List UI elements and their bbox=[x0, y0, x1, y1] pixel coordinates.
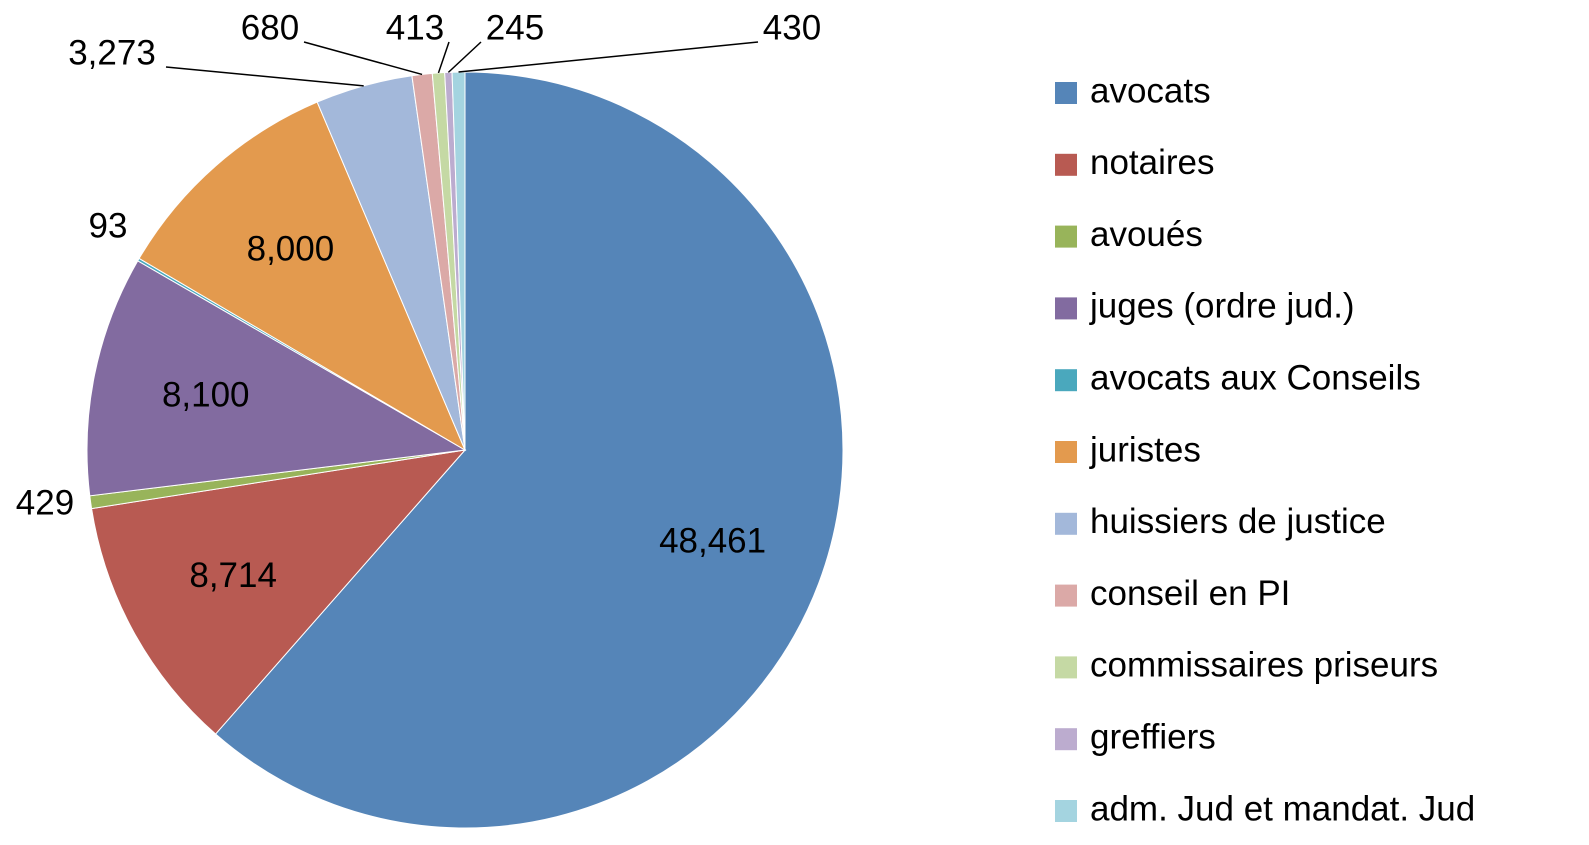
data-label: 680 bbox=[241, 8, 299, 47]
legend-label: huissiers de justice bbox=[1090, 502, 1386, 541]
legend-label: notaires bbox=[1090, 143, 1215, 182]
legend-label: greffiers bbox=[1090, 717, 1216, 756]
legend-swatch bbox=[1055, 225, 1077, 248]
legend-label: avocats aux Conseils bbox=[1090, 358, 1421, 397]
data-label: 245 bbox=[486, 8, 544, 47]
data-label: 8,100 bbox=[162, 375, 250, 414]
pie-slice bbox=[91, 449, 467, 735]
leader-line bbox=[458, 41, 759, 73]
legend-label: juristes bbox=[1089, 430, 1201, 469]
legend-swatch bbox=[1055, 82, 1077, 104]
data-label: 429 bbox=[16, 483, 74, 522]
legend-swatch bbox=[1055, 512, 1077, 535]
leader-line bbox=[303, 41, 423, 76]
legend-label: avoués bbox=[1090, 215, 1203, 254]
data-label: 8,000 bbox=[247, 229, 335, 268]
legend-label: commissaires priseurs bbox=[1090, 646, 1438, 685]
data-label: 413 bbox=[386, 8, 444, 47]
pie-slice bbox=[86, 260, 467, 497]
legend-swatch bbox=[1055, 297, 1077, 320]
data-label: 3,273 bbox=[68, 33, 156, 72]
pie-slice bbox=[138, 101, 467, 452]
legend-label: conseil en PI bbox=[1090, 574, 1290, 613]
data-label: 48,461 bbox=[659, 522, 766, 561]
legend-label: adm. Jud et mandat. Jud bbox=[1090, 789, 1475, 828]
legend-swatch bbox=[1055, 153, 1077, 176]
legend-label: avocats bbox=[1090, 71, 1211, 110]
legend-swatch bbox=[1055, 441, 1077, 463]
data-label: 93 bbox=[89, 206, 128, 245]
leader-line bbox=[437, 41, 450, 74]
legend-swatch bbox=[1055, 584, 1077, 607]
leader-line bbox=[447, 41, 482, 73]
leader-line bbox=[165, 66, 364, 87]
data-label: 8,714 bbox=[189, 556, 277, 595]
pie-slice bbox=[214, 71, 844, 829]
legend-swatch bbox=[1055, 800, 1077, 822]
legend-label: juges (ordre jud.) bbox=[1089, 287, 1355, 326]
data-label: 430 bbox=[763, 8, 821, 47]
legend-swatch bbox=[1055, 728, 1077, 751]
legend-swatch bbox=[1055, 369, 1077, 392]
legend-swatch bbox=[1055, 656, 1077, 679]
